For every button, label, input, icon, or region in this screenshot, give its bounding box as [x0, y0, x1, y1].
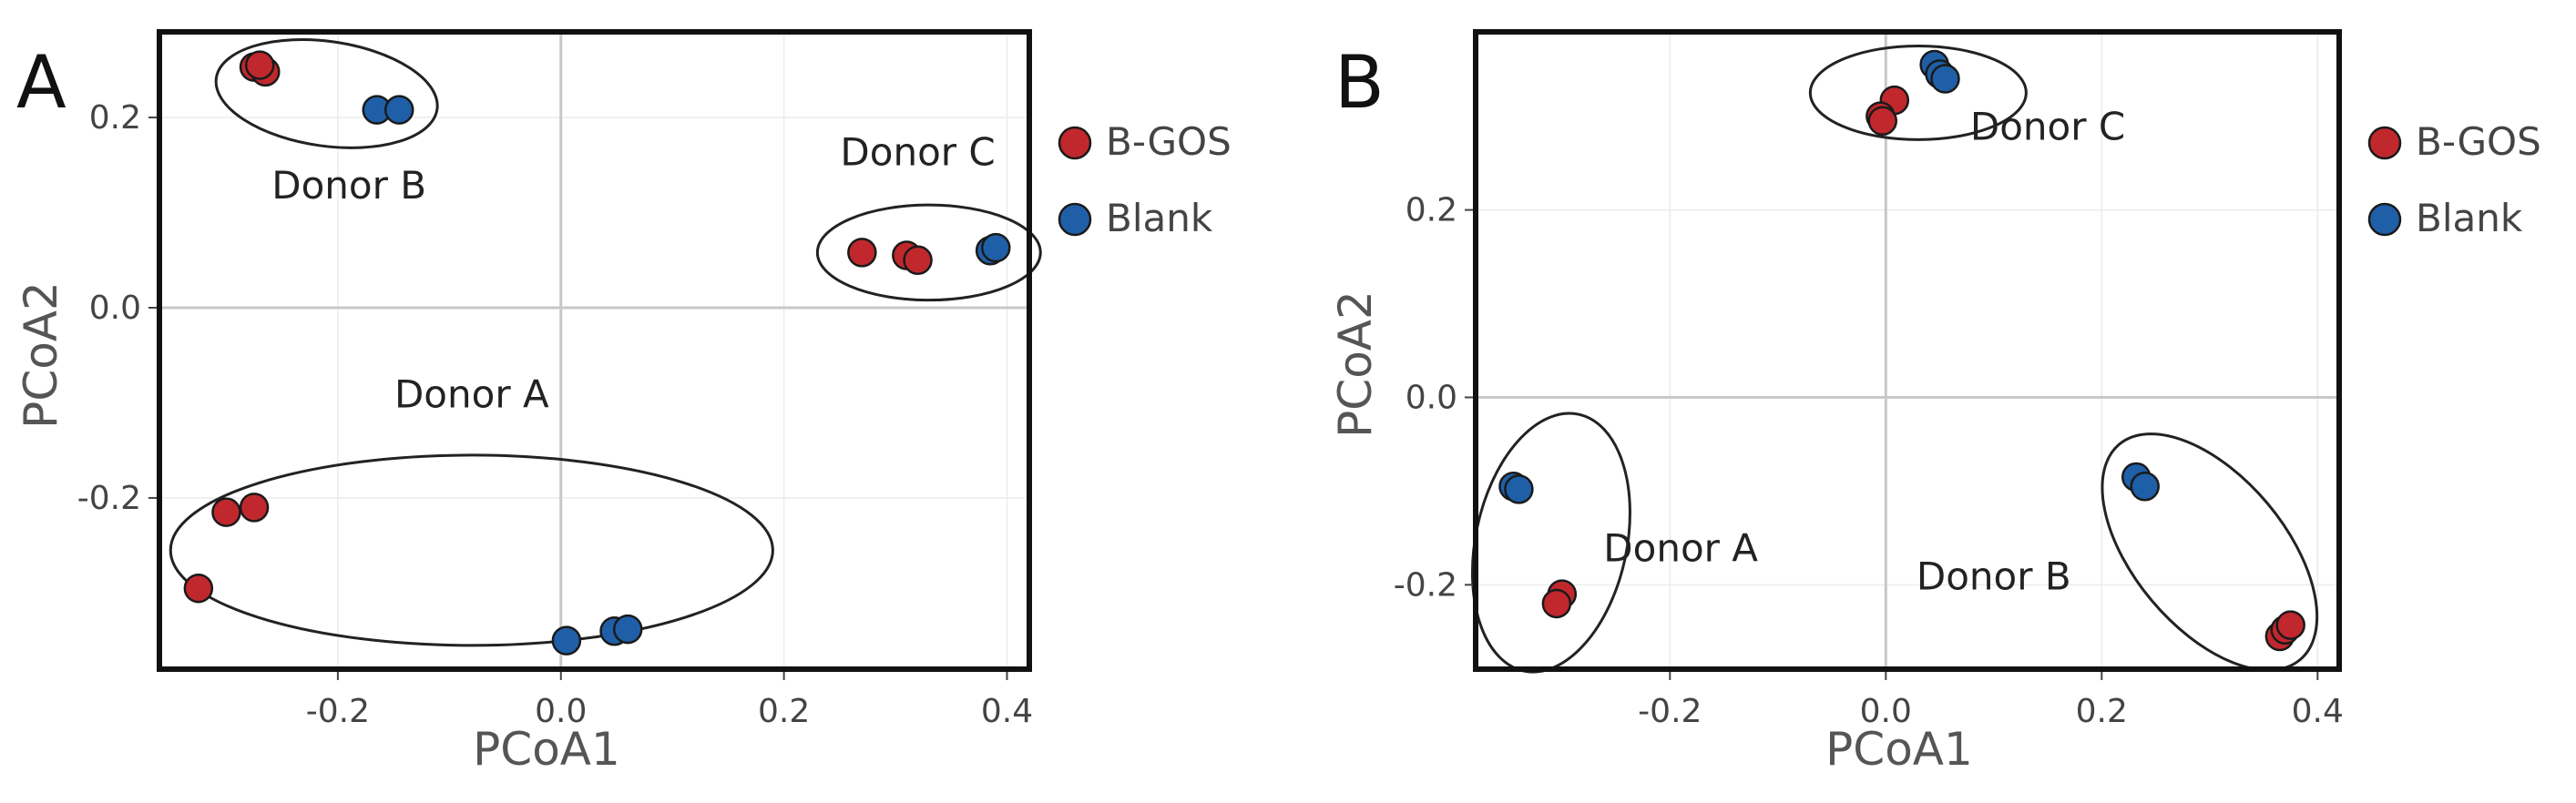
- legend-marker-bgos: [2367, 126, 2402, 160]
- point-bgos: [183, 573, 214, 604]
- point-bgos: [211, 497, 241, 527]
- legend-marker-bgos: [1058, 126, 1092, 160]
- point-blank: [1504, 474, 1534, 504]
- legend-label: B-GOS: [1106, 119, 1232, 164]
- y-tick-label: 0.2: [89, 99, 141, 137]
- x-tick-label: 0.2: [758, 693, 810, 730]
- legend-marker-blank: [2367, 202, 2402, 237]
- point-blank: [1930, 64, 1960, 94]
- point-blank: [383, 95, 414, 125]
- group-ellipse: [169, 453, 774, 647]
- group-label: Donor B: [271, 163, 426, 208]
- panel-a: A Donor A Donor B Donor C -0.2 0.0 0.2 0.4 -0.2 0…: [15, 29, 1232, 776]
- group-ellipse: [214, 38, 439, 149]
- point-bgos: [903, 245, 933, 275]
- point-blank: [981, 232, 1011, 263]
- group-label: Donor A: [394, 372, 549, 417]
- group-ellipse: [1808, 44, 2028, 141]
- panel-letter: B: [1334, 40, 1385, 125]
- x-tick-label: -0.2: [306, 693, 370, 730]
- group-label: Donor B: [1917, 554, 2071, 599]
- group-ellipse: [815, 203, 1042, 302]
- panel-b: B Donor A Donor B Donor C -0.2 0.0 0.2 0.4 -0.2 0…: [1329, 29, 2541, 776]
- point-blank: [612, 614, 643, 645]
- x-tick-label: -0.2: [1638, 693, 1702, 730]
- legend-label: Blank: [2416, 196, 2523, 240]
- legend: B-GOS Blank: [1058, 119, 1232, 240]
- x-tick-label: 0.0: [535, 693, 587, 730]
- legend-label: Blank: [1106, 196, 1213, 240]
- legend: B-GOS Blank: [2367, 119, 2541, 240]
- point-bgos: [1867, 106, 1897, 137]
- x-axis-label: PCoA1: [473, 723, 620, 776]
- y-tick-label: 0.0: [89, 290, 141, 327]
- point-bgos: [2275, 610, 2305, 640]
- x-axis-label: PCoA1: [1825, 723, 1973, 776]
- y-tick-label: 0.0: [1406, 379, 1457, 416]
- x-tick-label: 0.2: [2076, 693, 2128, 730]
- group-ellipse: [2101, 432, 2319, 672]
- group-label: Donor C: [840, 129, 995, 174]
- x-tick-label: 0.0: [1860, 693, 1912, 730]
- point-bgos: [244, 50, 275, 80]
- legend-label: B-GOS: [2416, 119, 2541, 164]
- point-blank: [2130, 472, 2160, 502]
- plot-frame: [1473, 29, 2342, 672]
- x-tick-label: 0.4: [2292, 693, 2344, 730]
- point-bgos: [1541, 588, 1572, 619]
- panel-letter: A: [16, 40, 66, 125]
- point-bgos: [239, 493, 270, 523]
- y-tick-label: -0.2: [77, 480, 141, 517]
- plot-frame: [157, 29, 1032, 672]
- point-blank: [551, 625, 582, 656]
- x-tick-label: 0.4: [981, 693, 1033, 730]
- point-bgos: [847, 238, 877, 268]
- y-axis-label: PCoA2: [1329, 290, 1382, 438]
- group-label: Donor C: [1970, 104, 2125, 148]
- y-axis-label: PCoA2: [15, 281, 67, 429]
- y-tick-label: -0.2: [1394, 566, 1457, 604]
- group-label: Donor A: [1603, 526, 1758, 571]
- y-tick-label: 0.2: [1406, 192, 1457, 229]
- legend-marker-blank: [1058, 202, 1092, 237]
